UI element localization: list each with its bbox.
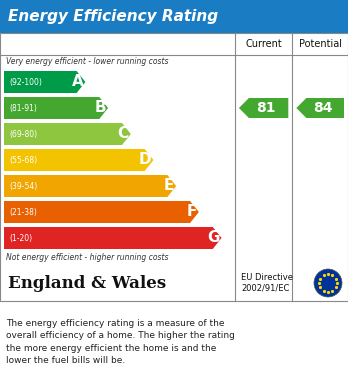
Text: Very energy efficient - lower running costs: Very energy efficient - lower running co… bbox=[6, 57, 168, 66]
Bar bbox=[0, 0, 348, 33]
Text: Current: Current bbox=[245, 39, 282, 49]
Polygon shape bbox=[296, 98, 344, 118]
Text: (21-38): (21-38) bbox=[9, 208, 37, 217]
Polygon shape bbox=[239, 98, 288, 118]
Polygon shape bbox=[4, 227, 222, 249]
Polygon shape bbox=[4, 97, 108, 119]
Text: (55-68): (55-68) bbox=[9, 156, 37, 165]
Text: (1-20): (1-20) bbox=[9, 233, 32, 242]
Text: The energy efficiency rating is a measure of the
overall efficiency of a home. T: The energy efficiency rating is a measur… bbox=[6, 319, 235, 365]
Text: Energy Efficiency Rating: Energy Efficiency Rating bbox=[8, 9, 218, 24]
Text: D: D bbox=[139, 152, 151, 167]
Text: Potential: Potential bbox=[299, 39, 342, 49]
Polygon shape bbox=[4, 123, 131, 145]
Text: (69-80): (69-80) bbox=[9, 129, 37, 138]
Bar bbox=[0, 33, 348, 301]
Text: B: B bbox=[94, 100, 106, 115]
Text: F: F bbox=[187, 204, 197, 219]
Polygon shape bbox=[4, 201, 199, 223]
Text: A: A bbox=[72, 75, 84, 90]
Text: 2002/91/EC: 2002/91/EC bbox=[241, 283, 289, 292]
Text: E: E bbox=[164, 179, 174, 194]
Polygon shape bbox=[4, 175, 176, 197]
Polygon shape bbox=[4, 71, 85, 93]
Text: C: C bbox=[118, 127, 129, 142]
Text: England & Wales: England & Wales bbox=[8, 274, 166, 292]
Text: (39-54): (39-54) bbox=[9, 181, 37, 190]
Text: G: G bbox=[207, 231, 220, 246]
Text: (92-100): (92-100) bbox=[9, 77, 42, 86]
Circle shape bbox=[314, 269, 342, 297]
Text: Not energy efficient - higher running costs: Not energy efficient - higher running co… bbox=[6, 253, 168, 262]
Text: 81: 81 bbox=[256, 101, 276, 115]
Polygon shape bbox=[4, 149, 153, 171]
Text: (81-91): (81-91) bbox=[9, 104, 37, 113]
Text: 84: 84 bbox=[313, 101, 332, 115]
Text: EU Directive: EU Directive bbox=[241, 273, 293, 283]
